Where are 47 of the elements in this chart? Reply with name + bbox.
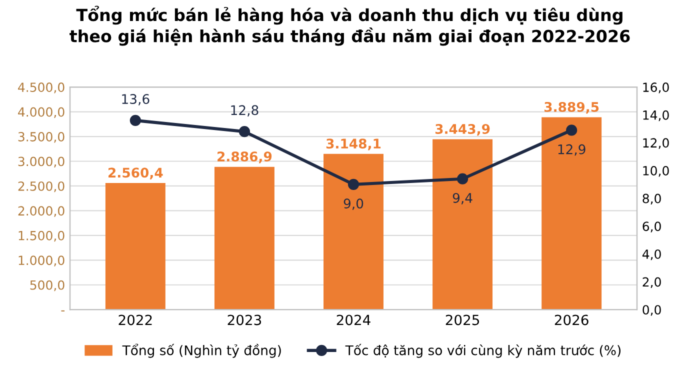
data-label: 12,9 [558,144,586,156]
bar [105,182,166,310]
x-tick-label: 2022 [118,314,152,326]
bar [432,139,493,310]
x-tick-label: 2026 [554,314,588,326]
data-label: 3.148,1 [326,138,381,150]
y2-tick-label: 10,0 [643,166,669,177]
y-tick-label: 3.500,0 [18,132,64,143]
y-tick-label: 500,0 [30,280,64,292]
x-tick-label: 2024 [336,314,370,326]
data-label: 2.886,9 [218,152,272,164]
bar [214,166,274,310]
data-label: 9,0 [344,198,364,210]
point [348,178,360,190]
data-label: 13,6 [122,94,150,106]
chart-title: Tổng mức bán lẻ hàng hóa và doanh thu dịch vụ tiêu dùng theo giá hiện hành sáu tháng đầu năm giai đoạn 2022-2026 [70,6,630,46]
y2-tick-label: 2,0 [642,277,661,288]
point [566,124,578,136]
x-tick-label: 2025 [446,314,479,326]
point [456,173,468,184]
point [130,114,141,126]
y2-tick-label: 14,0 [643,110,669,122]
data-label: 3.443,9 [435,124,490,136]
y2-tick-label: 8,0 [642,194,661,205]
y-tick-label: 1.000,0 [18,256,64,266]
bar [324,154,384,310]
data-label: 9,4 [452,192,472,204]
legend-label: Tốc độ tăng so với cùng kỳ năm trước (%) [345,344,621,358]
y-tick-label: 3.000,0 [18,156,64,168]
y-tick-label: 4.500,0 [18,82,64,94]
legend-label: Tổng số (Nghìn tỷ đồng) [122,344,281,358]
y-tick-label: 4.000,0 [18,107,64,118]
data-label: 12,8 [231,105,258,116]
y2-tick-label: 6,0 [642,222,661,232]
bar [542,117,602,310]
y2-tick-label: 0,0 [642,305,661,316]
y2-tick-label: 16,0 [643,82,669,94]
x-tick-label: 2023 [228,314,262,326]
point [238,126,250,138]
data-label: 2.560,4 [108,168,163,180]
y-tick-label: 1.500,0 [18,230,64,242]
y-tick-label: 2.000,0 [18,206,64,217]
y-tick-label: 2.500,0 [18,181,64,192]
y-tick-label: - [61,310,65,312]
y2-tick-label: 4,0 [642,249,661,260]
data-label: 3.889,5 [544,102,599,114]
y2-tick-label: 12,0 [643,138,669,149]
